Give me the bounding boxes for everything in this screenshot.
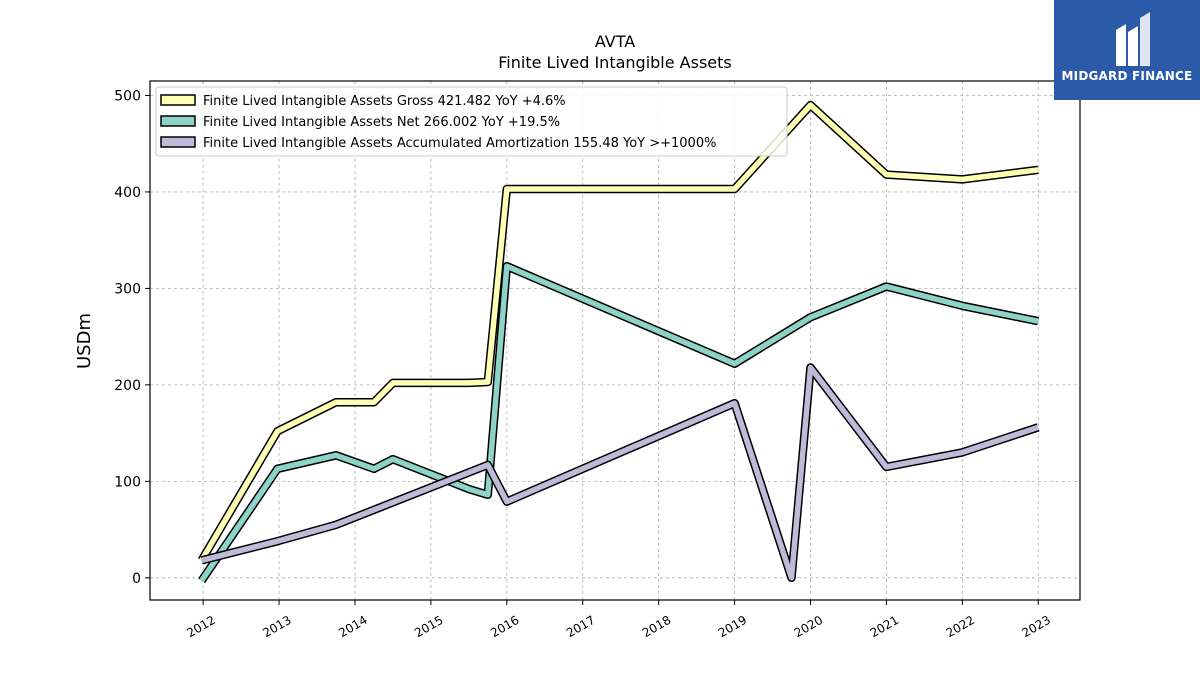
x-tick-label: 2017	[564, 613, 597, 640]
logo-text: MIDGARD FINANCE	[1061, 69, 1193, 83]
x-tick-label: 2016	[488, 613, 521, 640]
y-tick-label: 200	[114, 378, 141, 394]
x-tick-label: 2020	[792, 613, 825, 640]
series-1-outline	[197, 100, 1039, 563]
chart-subtitle: Finite Lived Intangible Assets	[498, 53, 732, 72]
x-tick-label: 2015	[412, 613, 445, 640]
legend-swatch	[160, 115, 196, 127]
x-tick-label: 2012	[184, 613, 217, 640]
y-tick-label: 100	[114, 474, 141, 490]
y-tick-label: 0	[132, 571, 141, 587]
legend-swatch	[160, 136, 196, 148]
legend-label: Finite Lived Intangible Assets Accumulat…	[203, 136, 716, 151]
x-axis-ticks: 2012 2013 2014 2015 2016 2017 2018 2019 2020 2021…	[184, 600, 1053, 640]
y-tick-label: 400	[114, 185, 141, 201]
x-tick-label: 2022	[944, 613, 977, 640]
x-tick-label: 2019	[716, 613, 749, 640]
grid-lines	[150, 81, 1080, 600]
y-tick-label: 300	[114, 281, 141, 297]
y-tick-label: 500	[114, 88, 141, 104]
legend-label: Finite Lived Intangible Assets Net 266.0…	[203, 115, 560, 130]
legend: Finite Lived Intangible Assets Gross 421…	[155, 86, 788, 157]
plot-frame	[149, 80, 1081, 601]
series-3-line	[200, 364, 1040, 581]
legend-label: Finite Lived Intangible Assets Gross 421…	[203, 94, 566, 109]
chart-title: AVTA	[594, 32, 636, 51]
x-tick-label: 2018	[640, 613, 673, 640]
midgard-logo-icon	[1116, 12, 1150, 66]
series-2-line	[199, 263, 1039, 583]
x-tick-label: 2014	[336, 613, 369, 640]
series-3-outline	[200, 363, 1040, 583]
series-lines	[197, 100, 1040, 584]
x-tick-label: 2013	[260, 613, 293, 640]
y-axis-ticks: 0 100 200 300 400 500	[114, 88, 150, 587]
x-tick-label: 2023	[1020, 613, 1053, 640]
series-1-line	[199, 102, 1039, 562]
y-axis-label: USDm	[74, 313, 95, 369]
legend-box	[155, 86, 788, 157]
legend-swatch	[160, 94, 196, 106]
x-tick-label: 2021	[868, 613, 901, 640]
logo-badge: MIDGARD FINANCE	[1054, 0, 1200, 100]
